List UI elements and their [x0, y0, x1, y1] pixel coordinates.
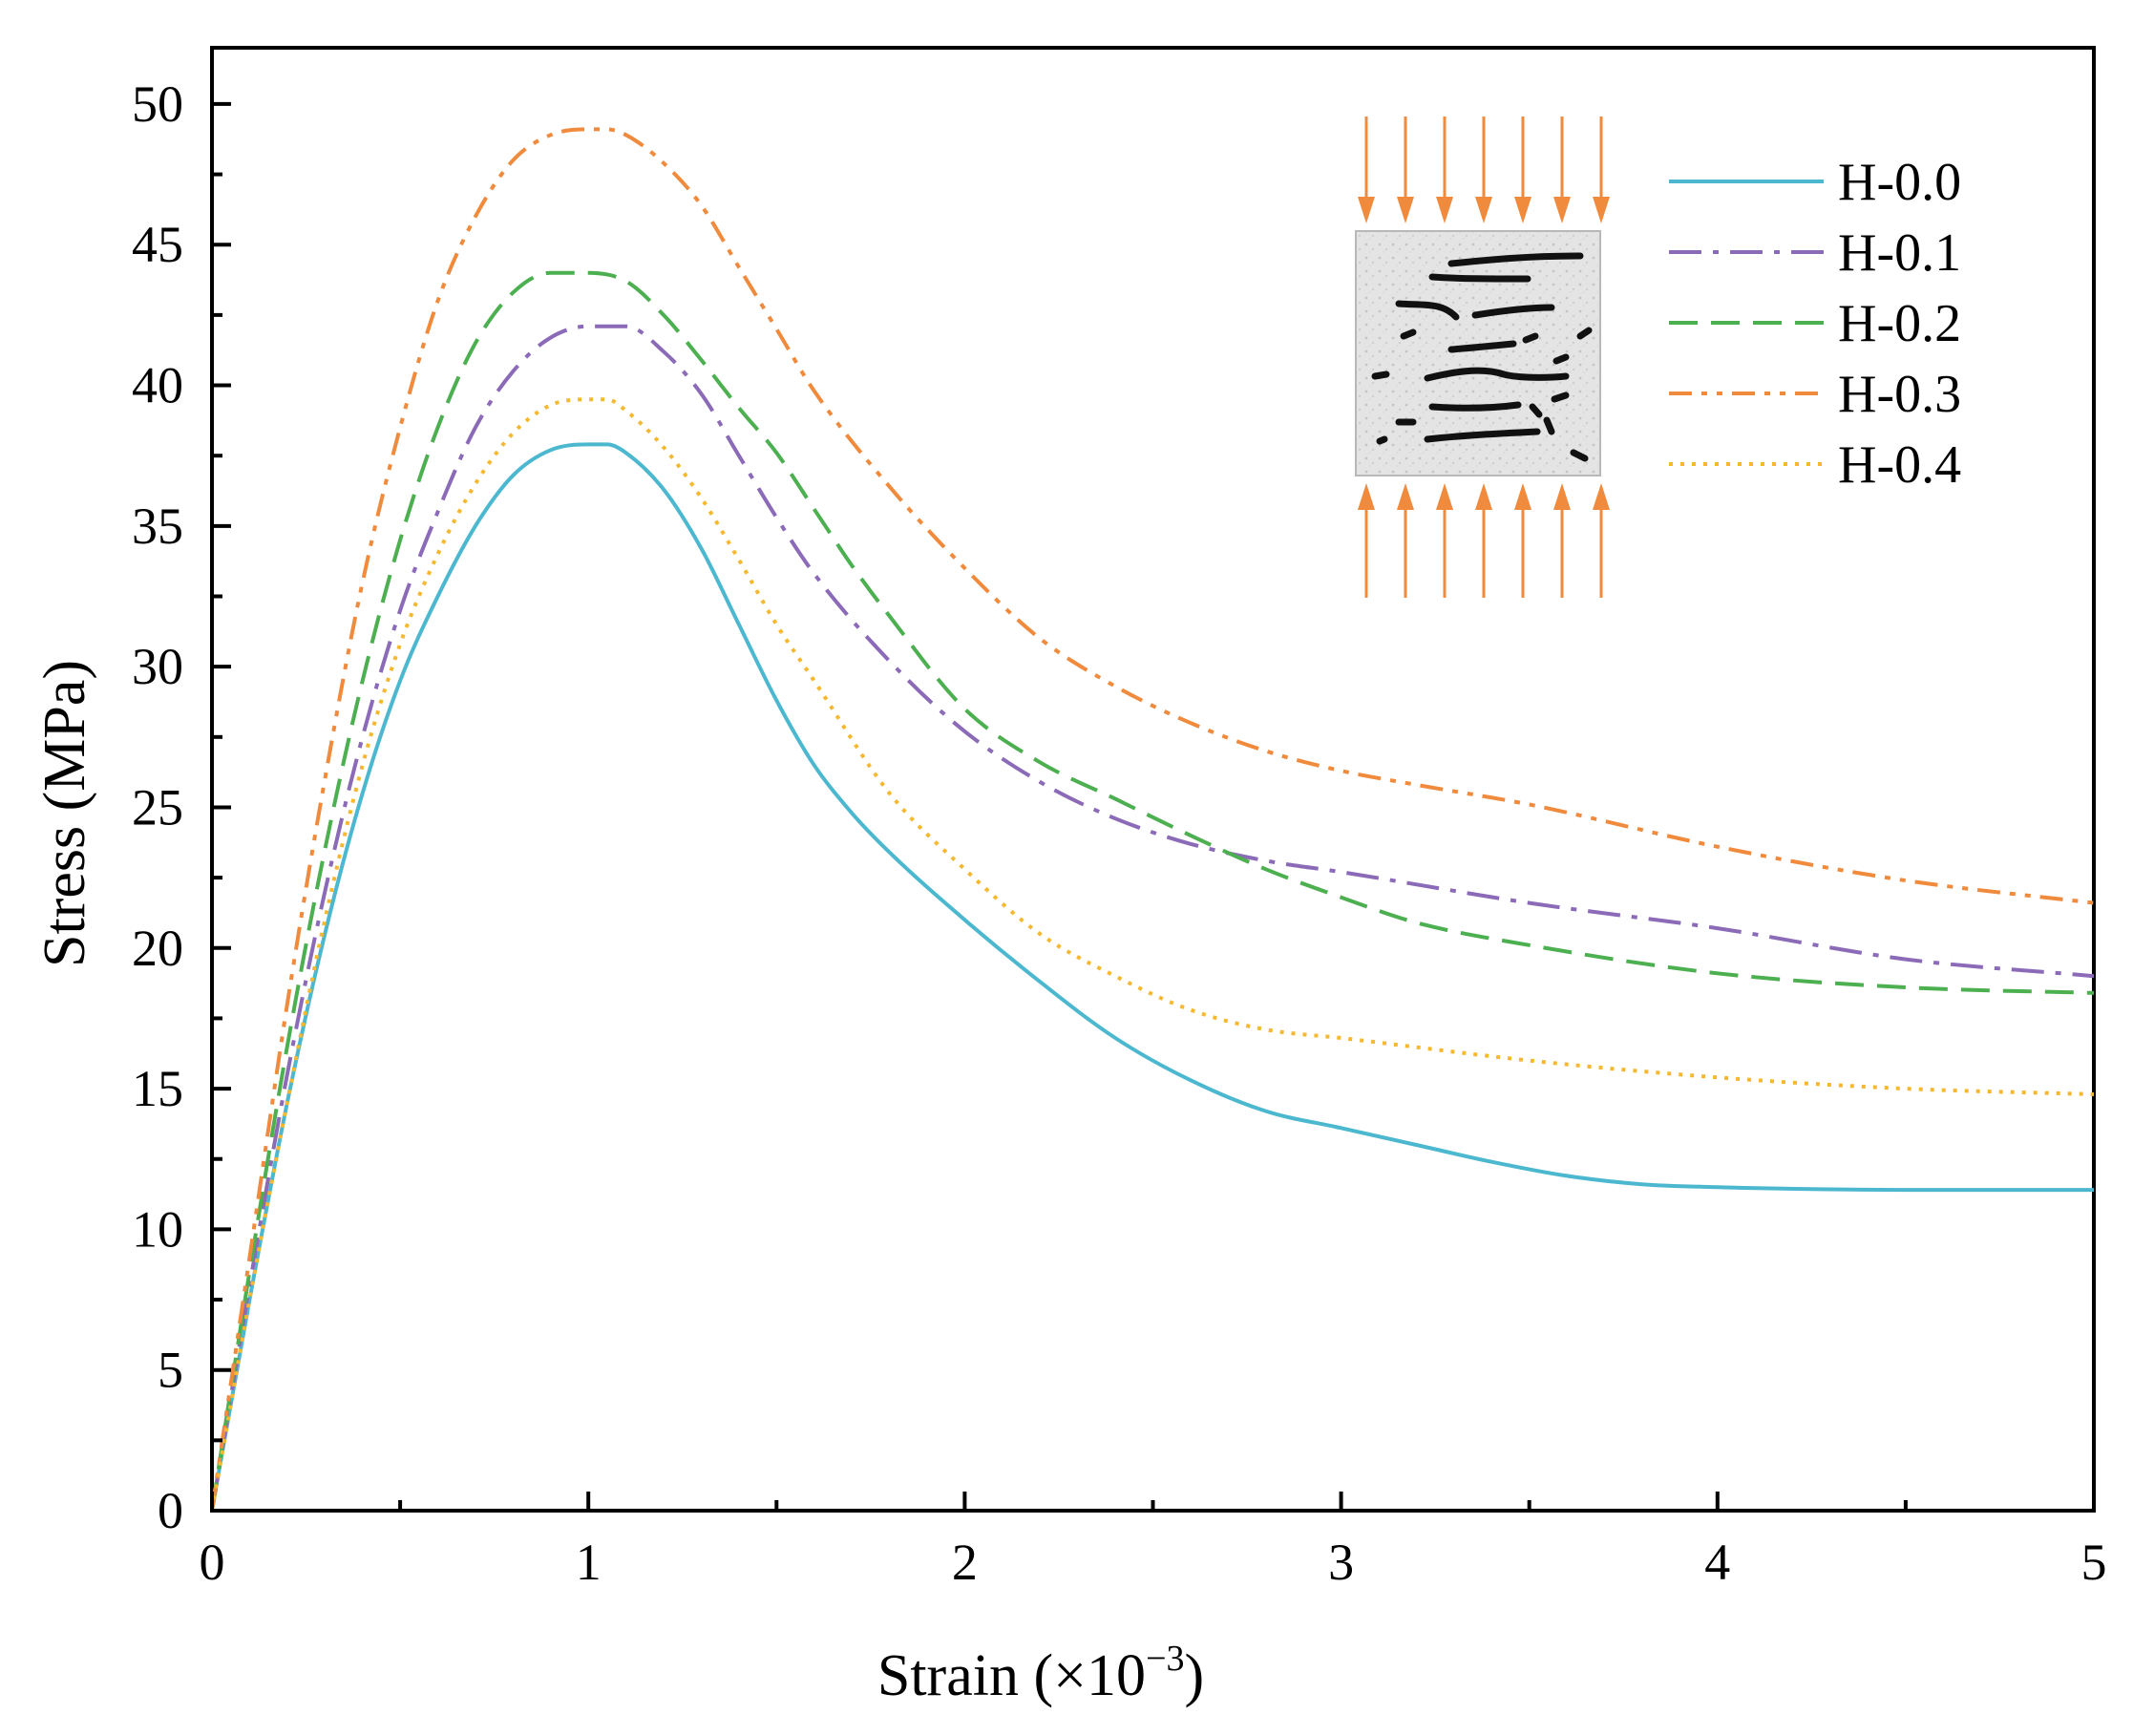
- arrow-up-head: [1358, 483, 1375, 510]
- series-line-h-0-3: [210, 127, 2095, 1512]
- arrow-down-head: [1514, 197, 1531, 223]
- legend-item: H-0.4: [1669, 435, 1961, 495]
- legend-item: H-0.2: [1669, 294, 1961, 353]
- legend-label: H-0.1: [1838, 223, 1961, 283]
- arrow-up-head: [1553, 483, 1571, 510]
- y-tick-label: 25: [132, 778, 183, 836]
- legend: H-0.0 H-0.1 H-0.2 H-0.3 H-0.4: [1669, 153, 1961, 495]
- plot-area: [210, 46, 2096, 1513]
- plot-frame: [210, 46, 2096, 1513]
- y-tick-label: 40: [132, 357, 183, 414]
- x-tick-label: 0: [200, 1534, 225, 1591]
- series-line-h-0-2: [210, 270, 2095, 1512]
- legend-item: H-0.3: [1669, 365, 1961, 424]
- x-tick-label: 1: [576, 1534, 602, 1591]
- y-tick-label: 35: [132, 498, 183, 555]
- specimen-inset-illustration: [1355, 116, 1610, 598]
- y-tick-label: 15: [132, 1060, 183, 1117]
- legend-label: H-0.3: [1838, 365, 1961, 424]
- arrow-up-head: [1593, 483, 1610, 510]
- arrow-down-head: [1358, 197, 1375, 223]
- x-axis-title: Strain (×10−3): [877, 1639, 1204, 1708]
- y-tick-label: 0: [158, 1482, 183, 1539]
- arrow-down-head: [1593, 197, 1610, 223]
- series-line-h-0-0: [210, 442, 2094, 1512]
- legend-label: H-0.0: [1838, 153, 1961, 212]
- crack-pattern: [1371, 252, 1593, 462]
- compression-arrows-top: [1358, 116, 1610, 223]
- arrow-up-head: [1436, 483, 1453, 510]
- legend-label: H-0.2: [1838, 294, 1961, 353]
- x-tick-label: 3: [1328, 1534, 1354, 1591]
- y-tick-label: 30: [132, 638, 183, 695]
- arrow-down-head: [1397, 197, 1414, 223]
- x-tick-label: 2: [952, 1534, 978, 1591]
- concrete-specimen: [1355, 230, 1601, 476]
- y-tick-label: 10: [132, 1200, 183, 1258]
- y-tick-label: 5: [158, 1342, 183, 1399]
- y-tick-label: 20: [132, 920, 183, 977]
- series-layer: [210, 127, 2095, 1512]
- legend-label: H-0.4: [1838, 435, 1961, 495]
- arrow-down-head: [1475, 197, 1492, 223]
- x-tick-label: 4: [1704, 1534, 1730, 1591]
- x-tick-label: 5: [2081, 1534, 2107, 1591]
- arrow-down-head: [1436, 197, 1453, 223]
- y-axis-title: Stress (MPa): [32, 660, 97, 967]
- y-tick-label: 50: [132, 75, 183, 133]
- arrow-up-head: [1514, 483, 1531, 510]
- y-tick-label: 45: [132, 216, 183, 273]
- legend-item: H-0.1: [1669, 223, 1961, 283]
- arrow-up-head: [1397, 483, 1414, 510]
- series-line-h-0-1: [210, 324, 2095, 1512]
- arrow-down-head: [1553, 197, 1571, 223]
- compression-arrows-bottom: [1358, 483, 1610, 598]
- legend-item: H-0.0: [1669, 153, 1961, 212]
- arrow-up-head: [1475, 483, 1492, 510]
- series-line-h-0-4: [210, 397, 2095, 1512]
